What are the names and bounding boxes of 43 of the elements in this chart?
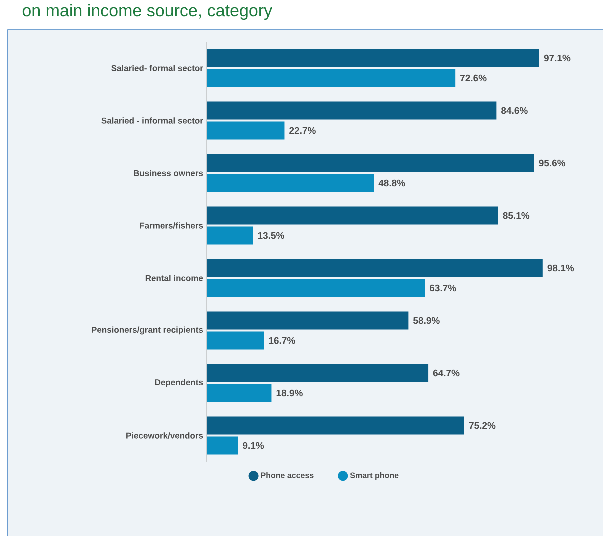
y-tick-label: Farmers/fishers xyxy=(140,222,204,229)
bar xyxy=(207,102,497,120)
bar xyxy=(207,174,374,192)
y-tick-label: Business owners xyxy=(134,170,204,176)
legend-label: Phone access xyxy=(261,472,314,478)
data-label: 98.1% xyxy=(548,264,574,272)
data-label: 84.6% xyxy=(502,107,528,114)
data-label: 72.6% xyxy=(460,74,487,82)
data-label: 9.1% xyxy=(243,442,264,450)
y-tick-label: Rental income xyxy=(146,275,204,282)
bar xyxy=(207,206,498,225)
bar xyxy=(207,49,540,68)
data-label: 75.2% xyxy=(469,422,496,430)
y-tick-label: Piecework/vendors xyxy=(126,432,204,439)
y-tick-label: Dependents xyxy=(155,379,204,388)
data-label: 64.7% xyxy=(433,370,460,377)
chart-title: on main income source, category xyxy=(22,4,273,20)
data-label: 63.7% xyxy=(430,284,456,292)
bar xyxy=(207,416,464,435)
data-label: 58.9% xyxy=(414,317,440,324)
data-label: 18.9% xyxy=(276,390,303,397)
y-tick-label: Salaried- formal sector xyxy=(112,65,204,72)
y-tick-label: Pensioners/grant recipients xyxy=(92,326,204,335)
bar xyxy=(207,332,264,350)
bar xyxy=(207,154,534,172)
data-label: 16.7% xyxy=(269,337,296,344)
bar xyxy=(207,69,456,88)
data-label: 13.5% xyxy=(258,232,284,240)
data-label: 22.7% xyxy=(290,127,316,134)
legend-label: Smart phone xyxy=(350,472,399,480)
data-label: 48.8% xyxy=(378,180,406,187)
bar xyxy=(207,312,409,330)
data-label: 85.1% xyxy=(503,212,530,220)
bar xyxy=(207,122,285,140)
bar xyxy=(207,384,272,402)
bar xyxy=(207,364,429,382)
bar xyxy=(207,279,426,298)
y-tick-label: Salaried - informal sector xyxy=(102,118,204,124)
bar xyxy=(207,436,238,455)
data-label: 97.1% xyxy=(544,54,571,62)
bar xyxy=(207,259,543,278)
data-label: 95.6% xyxy=(539,160,566,167)
bar xyxy=(207,226,254,245)
